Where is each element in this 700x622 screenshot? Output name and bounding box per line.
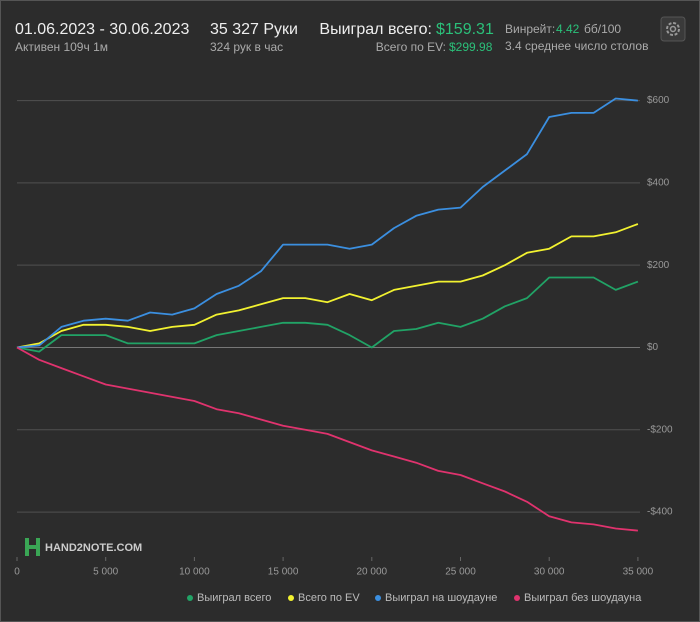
- date-range: 01.06.2023 - 30.06.2023: [15, 21, 189, 38]
- x-tick-label: 0: [14, 567, 20, 578]
- x-tick-label: 5 000: [93, 567, 118, 578]
- winrate-value: 4.42: [556, 22, 580, 36]
- series-line: [16, 346, 638, 532]
- x-tick-label: 20 000: [357, 567, 388, 578]
- y-tick-label: -$400: [647, 507, 673, 518]
- watermark-text: HAND2NOTE.COM: [45, 542, 142, 554]
- ev-value: $299.98: [449, 40, 493, 54]
- x-tick-label: 10 000: [179, 567, 210, 578]
- series-line: [16, 97, 638, 349]
- winrate-unit: бб/100: [584, 22, 621, 36]
- hands: 35 327 Руки: [210, 21, 298, 38]
- watermark: HAND2NOTE.COM: [25, 538, 142, 556]
- x-tick-label: 25 000: [445, 567, 476, 578]
- y-tick-label: -$200: [647, 424, 673, 435]
- series-line: [16, 223, 639, 349]
- legend-label: Выиграл на шоудауне: [385, 592, 497, 604]
- legend-marker: [288, 595, 294, 601]
- won-value: $159.31: [436, 21, 494, 38]
- y-tick-label: $400: [647, 178, 670, 189]
- hands-per-hour: 324 рук в час: [210, 40, 283, 54]
- x-tick-label: 15 000: [268, 567, 299, 578]
- ev-label: Всего по EV:: [376, 40, 446, 54]
- settings-button[interactable]: [660, 16, 686, 42]
- legend-marker: [187, 595, 193, 601]
- active-time: Активен 109ч 1м: [15, 40, 108, 54]
- tables: 3.4 среднее число столов: [505, 39, 648, 53]
- legend-marker: [375, 595, 381, 601]
- series-line: [16, 276, 639, 353]
- y-tick-label: $600: [647, 95, 670, 106]
- y-tick-label: $200: [647, 260, 670, 271]
- winrate-label: Винрейт:: [505, 22, 555, 36]
- legend-label: Выиграл всего: [197, 592, 271, 604]
- legend-marker: [514, 595, 520, 601]
- y-tick-label: $0: [647, 342, 659, 353]
- legend-label: Выиграл без шоудауна: [524, 592, 642, 604]
- legend-label: Всего по EV: [298, 592, 360, 604]
- won-label: Выиграл всего:: [319, 21, 432, 38]
- x-tick-label: 30 000: [534, 567, 565, 578]
- x-tick-label: 35 000: [623, 567, 654, 578]
